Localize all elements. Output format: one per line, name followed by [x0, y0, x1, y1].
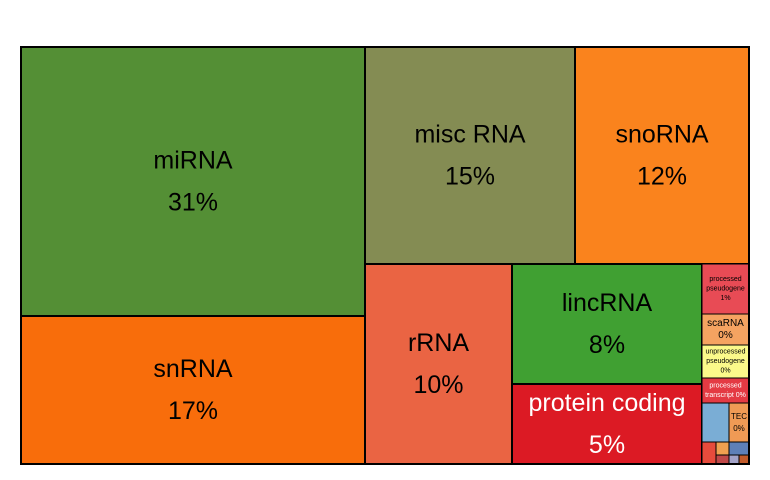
- tile-minor-2: [701, 441, 717, 465]
- tile-value-unprocessed-pseudogene: 0%: [720, 368, 730, 375]
- tile-processed-pseudogene: [701, 263, 750, 315]
- tile-value-rrna: 10%: [413, 371, 463, 399]
- tile-label-snrna: snRNA: [153, 355, 233, 383]
- tile-minor-4: [715, 454, 730, 465]
- tile-lincrna: [511, 263, 703, 385]
- tile-value-protein-coding: 5%: [589, 431, 625, 459]
- tile-label-rrna: rRNA: [408, 329, 469, 357]
- tile-value-scarna: 0%: [718, 330, 733, 341]
- tile-snorna: [574, 46, 750, 265]
- tile-value-snorna: 12%: [637, 163, 687, 191]
- tile-minor-7: [738, 454, 750, 465]
- tile-label-scarna: scaRNA: [707, 318, 744, 329]
- tile-value-snrna: 17%: [168, 397, 218, 425]
- tile-label-protein-coding: protein coding: [528, 389, 685, 417]
- treemap-border: [20, 46, 750, 465]
- tile-label-unprocessed-pseudogene: pseudogene: [706, 358, 745, 365]
- tile-minor-6: [728, 454, 740, 465]
- tile-label-processed-pseudogene: processed: [709, 276, 741, 283]
- tile-value-processed-pseudogene: 1%: [720, 295, 730, 302]
- tile-label-snorna: snoRNA: [615, 121, 708, 149]
- tile-rrna: [364, 263, 513, 465]
- tile-tec: [728, 402, 750, 443]
- tile-minor-1: [701, 402, 730, 443]
- tile-label-processed-transcript: processed: [709, 382, 741, 389]
- tile-mirna: [20, 46, 366, 317]
- tile-misc-rna: [364, 46, 576, 265]
- tile-label-mirna: miRNA: [153, 147, 232, 175]
- tile-label-unprocessed-pseudogene: unprocessed: [705, 349, 745, 356]
- tile-label-misc-rna: misc RNA: [414, 121, 525, 149]
- tile-protein-coding: [511, 383, 703, 465]
- tile-snrna: [20, 315, 366, 465]
- tile-value-lincrna: 8%: [589, 331, 625, 359]
- tile-label-lincrna: lincRNA: [562, 289, 653, 317]
- tile-minor-3: [715, 441, 730, 456]
- tile-label-processed-transcript: transcript 0%: [705, 392, 746, 399]
- tile-minor-5: [728, 441, 750, 456]
- tile-label-tec: TEC: [731, 412, 747, 421]
- tile-value-misc-rna: 15%: [445, 163, 495, 191]
- tile-value-mirna: 31%: [168, 189, 218, 217]
- tile-value-tec: 0%: [733, 424, 745, 433]
- tile-label-processed-pseudogene: pseudogene: [706, 286, 745, 293]
